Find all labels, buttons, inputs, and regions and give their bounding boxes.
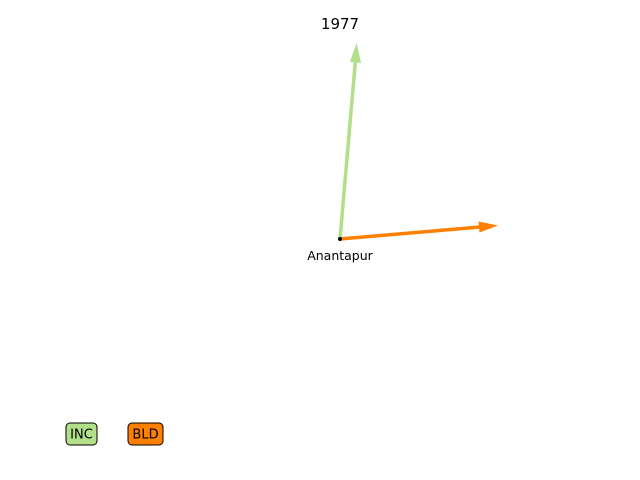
legend-item-inc: INC xyxy=(65,422,98,446)
arrow-bld-shaft xyxy=(339,225,481,241)
arrow-bld-head xyxy=(478,221,498,233)
place-marker xyxy=(338,237,342,241)
place-label: Anantapur xyxy=(307,248,373,263)
arrow-bld xyxy=(339,221,498,241)
legend-label-bld: BLD xyxy=(132,428,158,443)
legend-swatch-inc xyxy=(65,422,98,446)
arrow-inc-head xyxy=(349,43,362,63)
legend-label-inc: INC xyxy=(70,428,93,443)
arrow-inc xyxy=(338,43,362,240)
legend-item-bld: BLD xyxy=(127,422,164,446)
legend-swatch-bld xyxy=(127,422,164,446)
diagram-title: 1977 xyxy=(321,15,359,33)
arrow-inc-shaft xyxy=(338,59,358,240)
legend: INC BLD xyxy=(65,422,164,446)
